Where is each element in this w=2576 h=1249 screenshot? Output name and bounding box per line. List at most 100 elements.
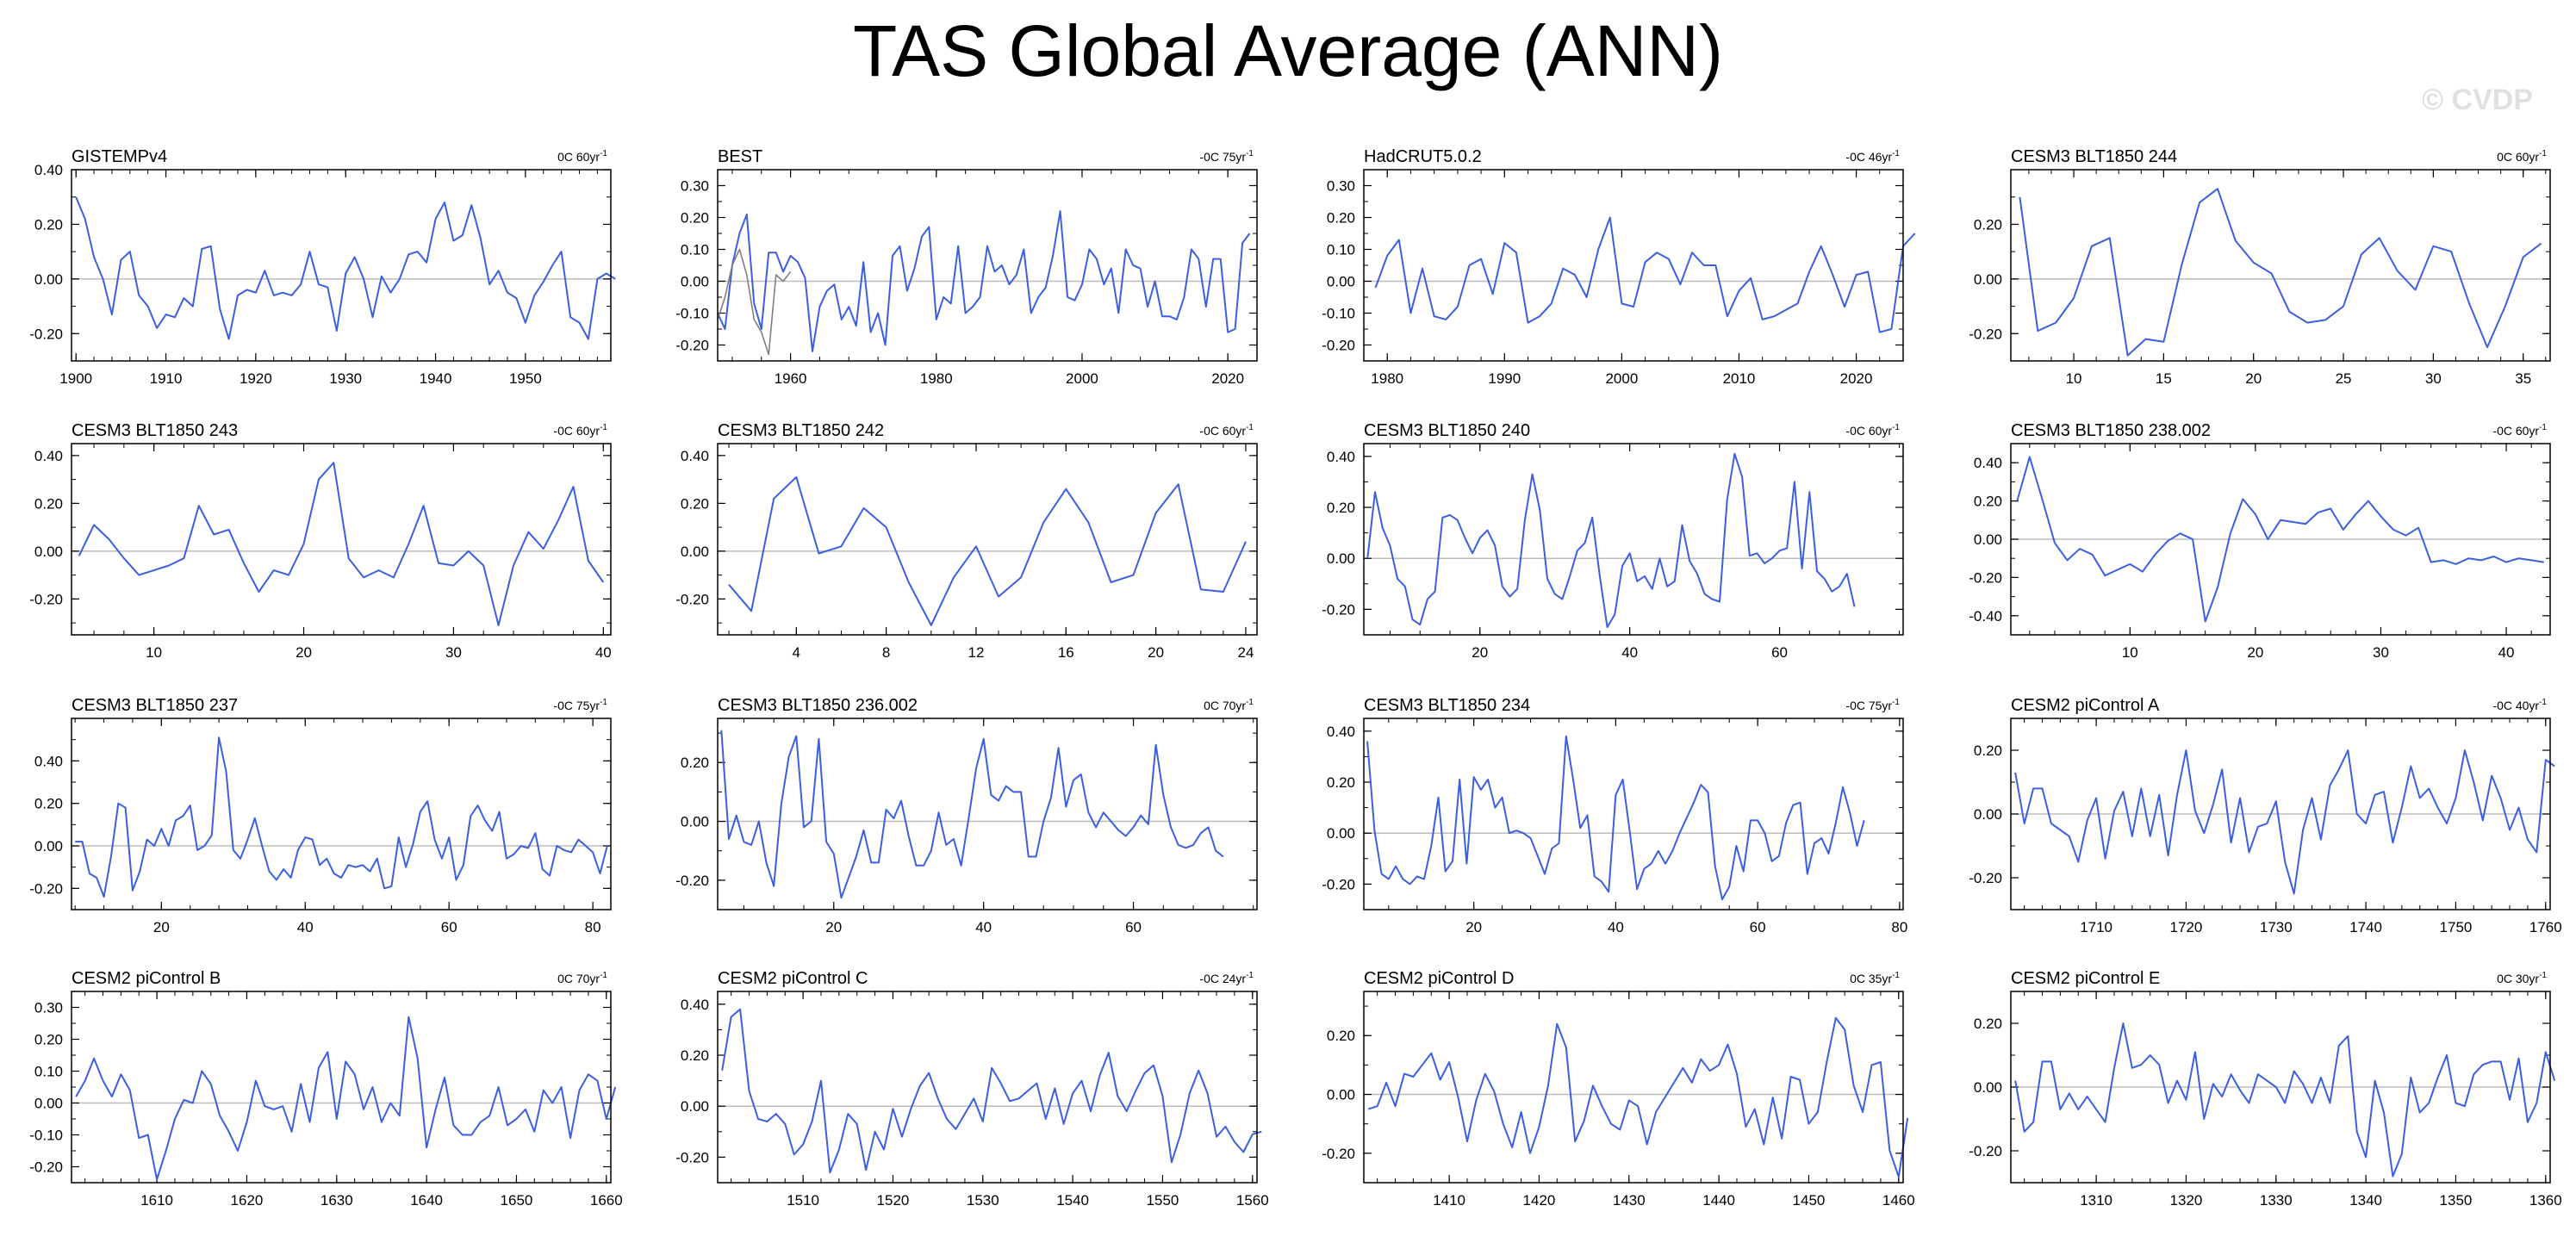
chart-panel-7: CESM3 BLT1850 240 -0C 60yr-1 -0.20 0.00 0.20…	[1322, 421, 1904, 661]
y-tick-label: 0.30	[681, 178, 709, 195]
x-tick-label: 1350	[2440, 1192, 2473, 1209]
x-tick-label: 1410	[1433, 1192, 1465, 1209]
trend-exponent: -1	[1892, 971, 1900, 980]
chart-panel-12: CESM2 piControl A -0C 40yr-1 -0.20 0.00 0.20…	[1969, 696, 2561, 935]
x-tick-label: 25	[2336, 370, 2352, 387]
plot-frame	[717, 718, 1258, 910]
x-tick-label: 60	[1125, 919, 1142, 935]
x-tick-label: 1650	[501, 1192, 533, 1209]
y-tick-label: 0.40	[681, 997, 709, 1013]
panel-title: CESM2 piControl E	[2011, 969, 2160, 988]
plot-frame	[2010, 169, 2551, 362]
y-tick-label: 0.20	[1327, 210, 1355, 227]
x-tick-label: 1940	[420, 370, 452, 387]
y-tick-label: -0.20	[29, 591, 63, 607]
y-tick-label: -0.10	[675, 306, 709, 322]
x-tick-label: 40	[1621, 644, 1638, 661]
x-tick-label: 1660	[590, 1192, 623, 1209]
x-tick-label: 1980	[920, 370, 953, 387]
panel-trend-label: -0C 24yr-1	[1199, 971, 1254, 985]
y-tick-label: -0.20	[1322, 601, 1355, 618]
trend-exponent: -1	[600, 698, 607, 707]
x-tick-label: 15	[2156, 370, 2172, 387]
x-tick-label: 60	[1771, 644, 1788, 661]
chart-panel-14: CESM2 piControl C -0C 24yr-1 -0.20 0.00 0.20…	[675, 969, 1268, 1209]
y-tick-label: 0.20	[34, 216, 63, 233]
watermark-logo: © CVDP	[2422, 84, 2533, 116]
x-tick-label: 1630	[320, 1192, 353, 1209]
x-tick-label: 10	[146, 644, 162, 661]
y-tick-label: 0.00	[681, 1098, 709, 1115]
y-tick-label: 0.40	[34, 162, 63, 178]
y-tick-label: 0.40	[34, 448, 63, 464]
series-line	[1366, 735, 1865, 901]
panel-trend-label: -0C 60yr-1	[1199, 423, 1254, 438]
y-tick-label: -0.20	[1322, 876, 1355, 892]
panel-title: CESM2 piControl D	[1364, 969, 1515, 988]
x-tick-label: 1610	[140, 1192, 173, 1209]
x-tick-label: 30	[445, 644, 462, 661]
x-tick-label: 20	[1148, 644, 1164, 661]
plot-frame	[1363, 991, 1904, 1184]
x-tick-label: 1330	[2260, 1192, 2293, 1209]
x-tick-label: 1720	[2170, 919, 2203, 935]
y-tick-label: 0.00	[1327, 274, 1355, 290]
panel-trend-label: 0C 70yr-1	[557, 971, 607, 985]
x-tick-label: 20	[296, 644, 312, 661]
x-tick-label: 1740	[2349, 919, 2382, 935]
x-tick-label: 4	[793, 644, 800, 661]
x-tick-label: 1730	[2260, 919, 2293, 935]
x-tick-label: 1710	[2080, 919, 2112, 935]
x-tick-label: 20	[1465, 919, 1482, 935]
x-tick-label: 1460	[1882, 1192, 1915, 1209]
y-tick-label: -0.20	[1322, 338, 1355, 354]
chart-panel-1: GISTEMPv4 0C 60yr-1 -0.20 0.00 0.20 0.40 1900 1…	[29, 147, 616, 387]
chart-panel-6: CESM3 BLT1850 242 -0C 60yr-1 -0.20 0.00 0.20…	[675, 421, 1258, 661]
plot-frame	[2010, 718, 2551, 910]
trend-exponent: -1	[2539, 149, 2547, 158]
x-tick-label: 2000	[1605, 370, 1638, 387]
x-tick-label: 10	[2066, 370, 2082, 387]
y-tick-label: 0.00	[681, 544, 709, 560]
panel-trend-label: 0C 60yr-1	[557, 149, 607, 164]
y-tick-label: 0.20	[1974, 494, 2002, 510]
y-tick-label: 0.40	[1974, 455, 2002, 471]
y-tick-label: 0.20	[1974, 1016, 2002, 1032]
series-line	[2014, 1022, 2556, 1178]
panel-trend-label: -0C 60yr-1	[553, 423, 607, 438]
y-tick-label: 0.20	[34, 1032, 63, 1048]
panel-title: CESM2 piControl B	[72, 969, 221, 988]
panel-trend-label: -0C 46yr-1	[1845, 149, 1900, 164]
x-tick-label: 16	[1058, 644, 1074, 661]
y-tick-label: 0.20	[681, 210, 709, 227]
series-line	[717, 210, 1251, 352]
x-tick-label: 20	[2245, 370, 2262, 387]
chart-panel-13: CESM2 piControl B 0C 70yr-1 -0.20 -0.10 0.00…	[29, 969, 622, 1209]
x-tick-label: 1960	[775, 370, 807, 387]
trend-exponent: -1	[1246, 971, 1254, 980]
x-tick-label: 40	[595, 644, 612, 661]
plot-frame	[71, 991, 612, 1184]
trend-exponent: -1	[2539, 423, 2547, 432]
y-tick-label: 0.20	[1974, 743, 2002, 759]
series-line	[720, 730, 1224, 899]
trend-exponent: -1	[600, 971, 607, 980]
plot-frame	[2010, 991, 2551, 1184]
panel-title: CESM3 BLT1850 243	[72, 421, 238, 440]
x-tick-label: 1320	[2170, 1192, 2203, 1209]
plot-frame	[717, 991, 1258, 1184]
chart-panel-5: CESM3 BLT1850 243 -0C 60yr-1 -0.20 0.00 0.20…	[29, 421, 612, 661]
x-tick-label: 80	[585, 919, 601, 935]
y-tick-label: 0.00	[1327, 825, 1355, 842]
y-tick-label: 0.20	[1327, 1028, 1355, 1044]
y-tick-label: 0.00	[34, 1096, 63, 1112]
trend-exponent: -1	[1892, 423, 1900, 432]
panel-trend-label: -0C 40yr-1	[2492, 698, 2547, 712]
panel-title: CESM3 BLT1850 242	[718, 421, 884, 440]
plot-frame	[2010, 443, 2551, 636]
x-tick-label: 1980	[1371, 370, 1403, 387]
y-tick-label: -0.20	[675, 873, 709, 889]
x-tick-label: 1750	[2440, 919, 2473, 935]
y-tick-label: 0.00	[1974, 271, 2002, 288]
